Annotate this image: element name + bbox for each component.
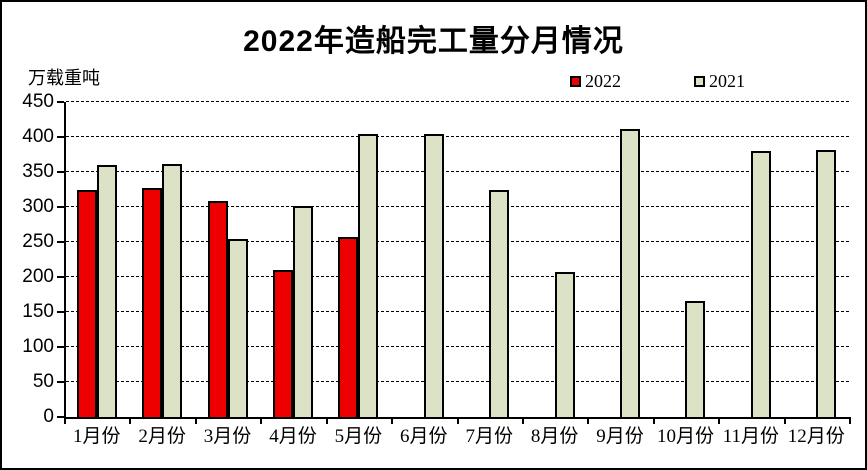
y-axis-tick bbox=[57, 171, 64, 173]
x-tick-label-8月份: 8月份 bbox=[530, 426, 579, 447]
y-tick-label: 50 bbox=[32, 371, 54, 392]
bar-2021-11月份 bbox=[750, 151, 771, 417]
y-tick-label: 0 bbox=[43, 406, 54, 427]
x-tick-label-5月份: 5月份 bbox=[334, 426, 383, 447]
bar-2022-3月份 bbox=[207, 201, 228, 417]
bar-2021-9月份 bbox=[620, 128, 641, 417]
x-tick-label-7月份: 7月份 bbox=[465, 426, 513, 447]
x-axis-tick bbox=[129, 418, 132, 424]
x-tick-label-12月份: 12月份 bbox=[787, 426, 845, 447]
x-axis-tick bbox=[849, 418, 851, 424]
legend-swatch-2021-icon bbox=[694, 75, 705, 87]
y-tick-label: 400 bbox=[22, 126, 54, 147]
x-tick-label-11月份: 11月份 bbox=[722, 426, 780, 447]
gridline-400 bbox=[66, 136, 849, 137]
y-tick-label: 100 bbox=[22, 336, 54, 357]
legend-item-2021: 2021 bbox=[694, 72, 745, 90]
bar-2022-1月份 bbox=[76, 189, 97, 417]
y-axis-tick bbox=[57, 346, 64, 348]
bar-2022-2月份 bbox=[142, 188, 163, 417]
y-axis-tick bbox=[57, 311, 64, 313]
x-axis-tick bbox=[652, 418, 655, 424]
x-axis-tick bbox=[521, 418, 524, 424]
gridline-250 bbox=[66, 241, 849, 242]
y-axis-unit-label: 万载重吨 bbox=[28, 68, 100, 88]
x-axis-tick bbox=[64, 418, 66, 424]
bar-2021-10月份 bbox=[685, 300, 706, 417]
gridline-100 bbox=[66, 346, 849, 347]
y-tick-label: 150 bbox=[22, 301, 54, 322]
legend-label-2022: 2022 bbox=[585, 71, 621, 91]
bar-2022-5月份 bbox=[338, 237, 359, 417]
x-tick-label-9月份: 9月份 bbox=[596, 426, 644, 447]
x-tick-label-6月份: 6月份 bbox=[400, 426, 448, 447]
gridline-200 bbox=[66, 276, 849, 277]
x-axis-tick bbox=[783, 418, 786, 424]
x-tick-label-3月份: 3月份 bbox=[203, 426, 252, 447]
y-tick-label: 300 bbox=[22, 196, 54, 217]
gridline-300 bbox=[66, 206, 849, 207]
x-axis-tick bbox=[325, 418, 328, 424]
y-tick-label: 350 bbox=[22, 161, 54, 182]
bar-2021-7月份 bbox=[489, 189, 510, 417]
gridline-50 bbox=[66, 381, 849, 382]
legend-swatch-2022-icon bbox=[570, 75, 581, 87]
bar-2021-2月份 bbox=[162, 163, 183, 417]
y-axis-tick bbox=[57, 381, 64, 383]
x-axis-tick bbox=[194, 418, 197, 424]
x-axis-tick bbox=[587, 418, 590, 424]
y-tick-label: 250 bbox=[22, 231, 54, 252]
x-tick-label-10月份: 10月份 bbox=[656, 426, 714, 447]
legend-label-2021: 2021 bbox=[709, 71, 745, 91]
bar-2021-3月份 bbox=[227, 238, 248, 417]
x-axis-tick bbox=[391, 418, 394, 424]
x-axis-tick bbox=[456, 418, 459, 424]
bar-2022-4月份 bbox=[272, 270, 293, 417]
y-axis-tick bbox=[57, 206, 64, 208]
x-tick-label-4月份: 4月份 bbox=[269, 426, 317, 447]
bar-2021-12月份 bbox=[816, 149, 837, 417]
bar-2021-8月份 bbox=[554, 272, 575, 417]
gridline-150 bbox=[66, 311, 849, 312]
x-axis-tick bbox=[718, 418, 721, 424]
bar-2021-1月份 bbox=[96, 165, 117, 417]
x-tick-label-2月份: 2月份 bbox=[138, 426, 186, 447]
legend-item-2022: 2022 bbox=[570, 72, 621, 90]
y-axis-tick bbox=[57, 101, 64, 103]
gridline-350 bbox=[66, 171, 849, 172]
chart-title: 2022年造船完工量分月情况 bbox=[243, 25, 624, 58]
x-tick-label-1月份: 1月份 bbox=[72, 426, 121, 447]
x-axis-tick bbox=[260, 418, 263, 424]
y-axis-tick bbox=[57, 136, 64, 138]
bar-2021-4月份 bbox=[292, 205, 313, 417]
bar-2021-6月份 bbox=[423, 133, 444, 417]
gridline-450 bbox=[66, 101, 849, 102]
y-tick-label: 200 bbox=[22, 266, 54, 287]
bar-2021-5月份 bbox=[358, 134, 379, 417]
y-axis-tick bbox=[57, 276, 64, 278]
y-tick-label: 450 bbox=[22, 91, 54, 112]
y-axis-tick bbox=[57, 241, 64, 243]
y-axis-tick bbox=[57, 416, 64, 418]
